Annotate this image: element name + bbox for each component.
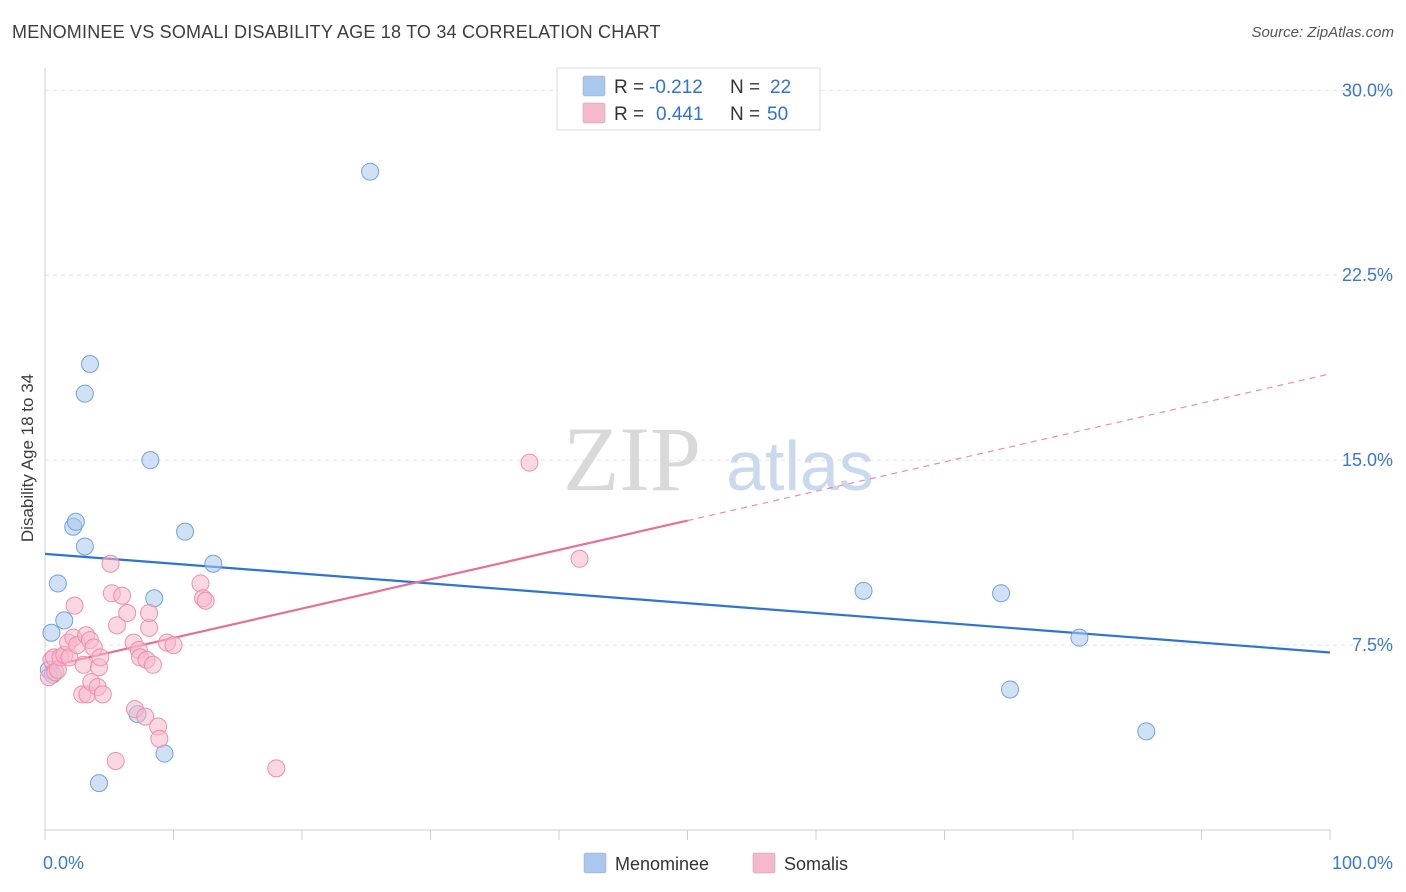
legend-n-label-2: N = <box>730 104 760 125</box>
bottom-legend-swatch-menominee <box>583 852 607 874</box>
y-tick-label: 22.5% <box>1342 265 1393 285</box>
bottom-legend: Menominee Somalis <box>583 852 848 874</box>
data-point-somalis <box>267 759 286 778</box>
trend-line-menominee <box>44 552 1331 654</box>
data-point-menominee <box>42 623 61 642</box>
data-point-somalis <box>65 596 84 615</box>
data-point-somalis <box>107 616 126 635</box>
data-point-somalis <box>106 751 125 770</box>
data-point-menominee <box>66 512 85 531</box>
legend-swatch-somalis <box>582 102 606 124</box>
data-point-somalis <box>196 591 215 610</box>
bottom-legend-label-somalis: Somalis <box>784 854 848 874</box>
bottom-legend-swatch-somalis <box>752 852 776 874</box>
legend-n-label-1: N = <box>730 77 760 98</box>
data-point-somalis <box>164 636 183 655</box>
data-point-menominee <box>992 584 1011 603</box>
legend-n-value-1: 22 <box>770 77 791 98</box>
watermark-zip: ZIP <box>563 408 701 510</box>
legend-r-label-2: R = <box>614 104 644 125</box>
data-point-somalis <box>118 604 137 623</box>
legend-swatch-menominee <box>582 75 606 97</box>
data-point-menominee <box>75 384 94 403</box>
data-point-menominee <box>89 774 108 793</box>
data-points <box>39 162 1156 793</box>
data-point-menominee <box>361 162 380 181</box>
legend-r-value-1: -0.212 <box>649 77 703 98</box>
y-axis-label: Disability Age 18 to 34 <box>18 374 37 542</box>
data-point-somalis <box>74 655 93 674</box>
data-point-somalis <box>143 655 162 674</box>
data-point-somalis <box>101 554 120 573</box>
y-tick-label: 30.0% <box>1342 80 1393 100</box>
data-point-somalis <box>191 574 210 593</box>
grid-lines <box>45 89 1390 646</box>
legend-r-label-1: R = <box>614 77 644 98</box>
source-label: Source: ZipAtlas.com <box>1251 24 1394 41</box>
data-point-menominee <box>48 574 67 593</box>
legend-box: R = -0.212 N = 22 R = 0.441 N = 50 <box>556 67 821 131</box>
data-point-somalis <box>136 707 155 726</box>
chart-title: MENOMINEE VS SOMALI DISABILITY AGE 18 TO… <box>12 22 661 42</box>
x-tick-label: 100.0% <box>1332 853 1393 873</box>
bottom-legend-label-menominee: Menominee <box>615 854 709 874</box>
data-point-menominee <box>80 355 99 374</box>
tick-labels: 7.5% 15.0% 22.5% 30.0% 0.0% 100.0% <box>43 80 1393 873</box>
trend-lines <box>44 373 1331 669</box>
data-point-somalis <box>93 685 112 704</box>
y-tick-label: 15.0% <box>1342 450 1393 470</box>
watermark-atlas: atlas <box>726 427 874 505</box>
data-point-menominee <box>176 522 195 541</box>
data-point-menominee <box>141 451 160 470</box>
y-tick-label: 7.5% <box>1352 635 1393 655</box>
data-point-somalis <box>150 729 169 748</box>
axes <box>44 68 1331 840</box>
data-point-somalis <box>520 453 539 472</box>
legend-n-value-2: 50 <box>767 104 788 125</box>
data-point-menominee <box>854 581 873 600</box>
x-tick-label: 0.0% <box>43 853 84 873</box>
data-point-menominee <box>1137 722 1156 741</box>
data-point-menominee <box>1070 628 1089 647</box>
trend-line-somalis <box>44 519 688 669</box>
data-point-menominee <box>204 554 223 573</box>
data-point-menominee <box>1001 680 1020 699</box>
data-point-menominee <box>75 537 94 556</box>
data-point-somalis <box>140 604 159 623</box>
data-point-somalis <box>570 549 589 568</box>
data-point-somalis <box>91 648 110 667</box>
data-point-somalis <box>113 586 132 605</box>
watermark: ZIP atlas <box>563 408 874 510</box>
legend-r-value-2: 0.441 <box>656 104 704 125</box>
data-point-menominee <box>55 611 74 630</box>
